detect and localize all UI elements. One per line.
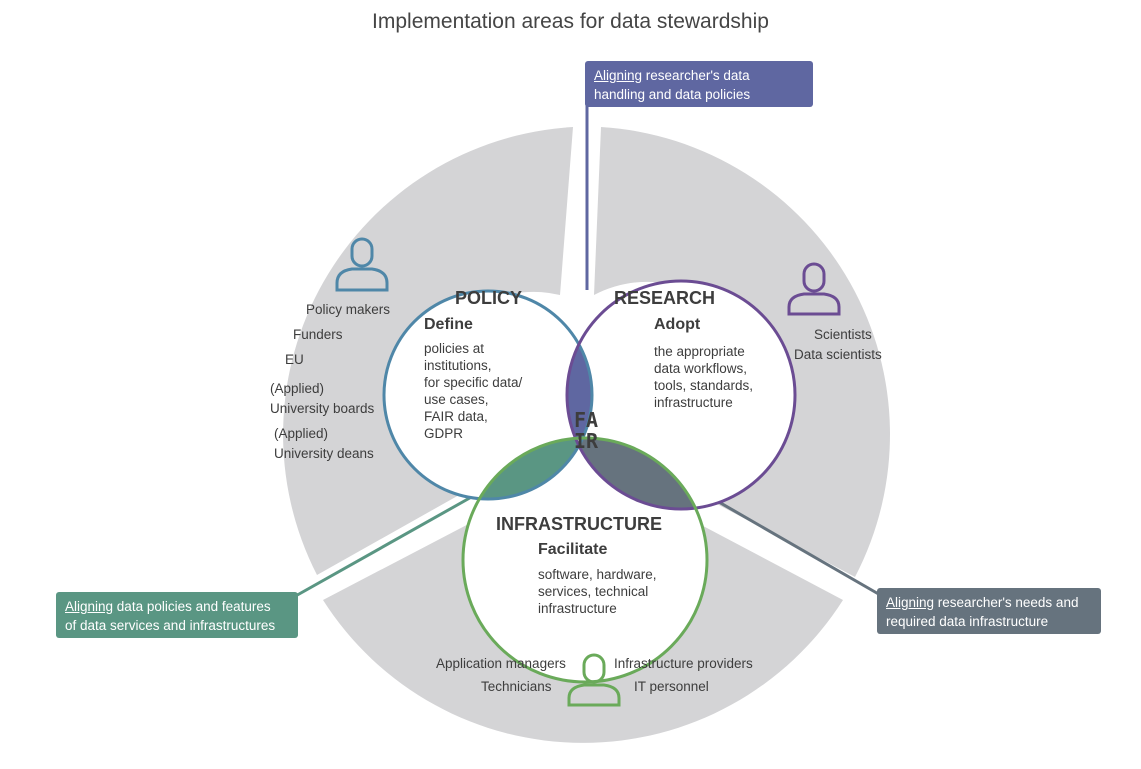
callout-text: required data infrastructure [886,614,1049,629]
callout-research-policy: Aligning researcher's data handling and … [585,61,813,107]
callout-text: researcher's needs and [934,595,1079,610]
overlap-research-infrastructure [567,438,707,509]
infrastructure-description-line: infrastructure [538,601,617,616]
diagram-title: Implementation areas for data stewardshi… [372,10,769,33]
policy-description: policies at institutions, for specific d… [424,340,522,442]
policy-description-line: FAIR data, [424,409,488,424]
fair-text-top: FA [574,408,598,432]
research-person-icon [787,262,841,316]
actor-label: EU [285,352,304,367]
connector-research-infrastructure [704,492,883,598]
actor-label: (Applied) [270,381,325,396]
policy-description-line: for specific data/ [424,375,523,390]
policy-title: POLICY [455,288,523,308]
infrastructure-description: software, hardware, services, technical … [538,566,657,617]
callout-text: data policies and features [113,599,271,614]
infrastructure-person-icon [567,653,621,707]
research-description-line: tools, standards, [654,378,754,393]
actor-label: IT personnel [634,679,709,694]
callout-policy-infrastructure: Aligning data policies and features of d… [56,592,298,638]
policy-description-line: GDPR [424,426,464,441]
infrastructure-title: INFRASTRUCTURE [496,514,662,534]
callout-text: researcher's data [642,68,750,83]
policy-person-icon [335,237,389,292]
callout-keyword: Aligning [886,595,935,610]
actor-label: Scientists [814,327,872,342]
callout-research-infrastructure: Aligning researcher's needs and required… [877,588,1101,634]
research-ring [565,279,797,511]
actor-label: Infrastructure providers [614,656,753,671]
connector-policy-infrastructure [291,493,476,600]
actor-label: (Applied) [274,426,329,441]
callout-keyword: Aligning [594,68,643,83]
research-sector [594,127,890,577]
actor-label: University boards [270,401,375,416]
research-description-line: the appropriate [654,344,745,359]
actor-label: Application managers [436,656,566,671]
infrastructure-verb: Facilitate [538,541,608,558]
actor-label: Technicians [481,679,552,694]
infrastructure-description-line: software, hardware, [538,567,657,582]
fair-text-bottom: IR [574,429,599,453]
research-title: RESEARCH [614,288,716,308]
research-description: the appropriate data workflows, tools, s… [654,343,753,411]
research-description-line: data workflows, [654,361,748,376]
research-description-line: infrastructure [654,395,733,410]
infrastructure-description-line: services, technical [538,584,649,599]
policy-description-line: use cases, [424,392,489,407]
policy-verb: Define [424,316,473,333]
infrastructure-ring [461,436,709,684]
actor-label: Policy makers [306,302,391,317]
callout-text: of data services and infrastructures [65,618,276,633]
actor-label: Funders [293,327,343,342]
policy-description-line: policies at [424,341,485,356]
actor-label: Data scientists [794,347,882,362]
policy-ring [382,289,594,501]
callout-text: handling and data policies [594,87,751,102]
callout-keyword: Aligning [65,599,114,614]
research-verb: Adopt [654,316,701,333]
policy-description-line: institutions, [424,358,492,373]
actor-label: University deans [274,446,374,461]
